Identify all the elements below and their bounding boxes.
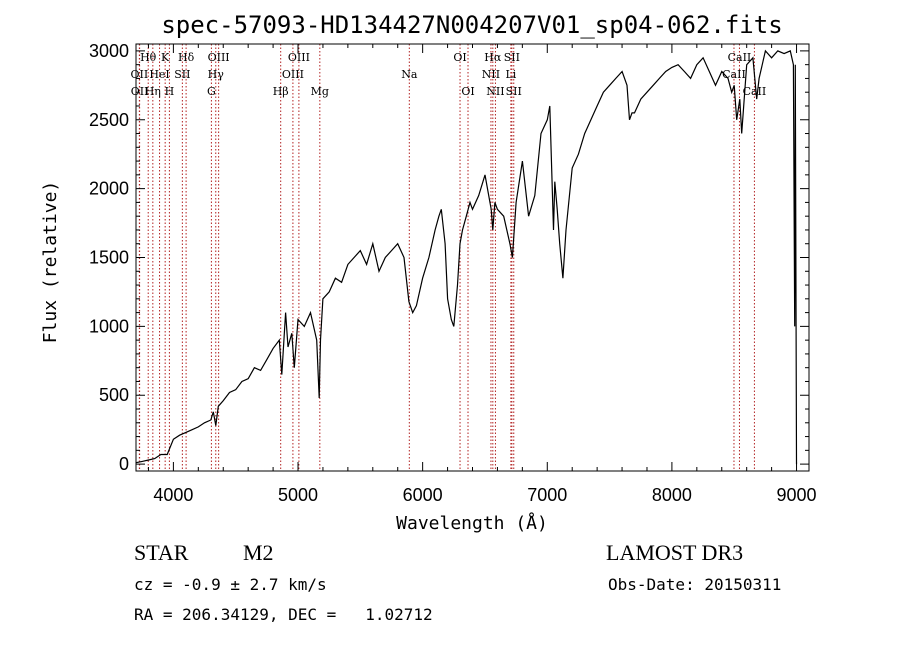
- line-label: SII: [174, 68, 190, 81]
- x-tick-label: 7000: [527, 485, 567, 505]
- line-label: G: [207, 85, 216, 98]
- line-label: OI: [461, 85, 474, 98]
- object-class: STAR: [134, 540, 189, 565]
- y-tick-label: 0: [119, 454, 129, 474]
- x-axis: 4000 5000 6000 7000 8000 9000: [147, 44, 817, 505]
- line-label: OIII: [288, 51, 310, 64]
- x-tick-label: 9000: [777, 485, 817, 505]
- y-tick-label: 500: [99, 385, 129, 405]
- line-label: Hβ: [273, 85, 289, 98]
- x-tick-label: 4000: [153, 485, 193, 505]
- y-tick-label: 2500: [89, 110, 129, 130]
- object-subclass: M2: [243, 540, 274, 565]
- line-label: H: [165, 85, 175, 98]
- line-label: OII: [131, 68, 149, 81]
- line-markers: [138, 44, 755, 471]
- line-label: Na: [401, 68, 418, 81]
- line-label: Mg: [311, 85, 329, 98]
- line-label: OII: [131, 85, 149, 98]
- spectrum-line: [135, 49, 798, 465]
- line-label: Hα: [484, 51, 502, 64]
- x-tick-label: 8000: [652, 485, 692, 505]
- line-label: CaII: [743, 85, 767, 98]
- line-label: OIII: [208, 51, 230, 64]
- redshift-text: cz = -0.9 ± 2.7 km/s: [134, 575, 327, 594]
- chart-title: spec-57093-HD134427N004207V01_sp04-062.f…: [161, 11, 782, 39]
- line-label: K: [161, 51, 170, 64]
- observation-date: Obs-Date: 20150311: [608, 575, 782, 594]
- line-label: Li: [505, 68, 516, 81]
- y-axis-label: Flux (relative): [40, 181, 61, 344]
- line-label: Hγ: [208, 68, 225, 81]
- survey-name: LAMOST DR3: [606, 540, 744, 565]
- line-label: NII: [486, 85, 504, 98]
- line-label: Hδ: [178, 51, 195, 64]
- y-axis: 0 500 1000 1500 2000 2500 3000: [89, 41, 809, 474]
- line-label: SII: [506, 85, 522, 98]
- x-tick-label: 6000: [403, 485, 443, 505]
- line-label: CaII: [728, 51, 752, 64]
- y-tick-label: 2000: [89, 179, 129, 199]
- line-label: CaII: [722, 68, 746, 81]
- x-tick-label: 5000: [278, 485, 318, 505]
- line-label: SII: [504, 51, 520, 64]
- line-label: NII: [482, 68, 500, 81]
- x-axis-label: Wavelength (Å): [396, 512, 548, 534]
- coordinates-text: RA = 206.34129, DEC = 1.02712: [134, 605, 433, 624]
- line-label: Hθ: [140, 51, 157, 64]
- plot-frame: [135, 43, 810, 472]
- line-label: OI: [453, 51, 466, 64]
- line-label: Hη: [145, 85, 161, 98]
- y-tick-label: 1000: [89, 316, 129, 336]
- y-tick-label: 1500: [89, 248, 129, 268]
- line-label: HeI: [149, 68, 169, 81]
- y-tick-label: 3000: [89, 41, 129, 61]
- line-label: OIII: [282, 68, 304, 81]
